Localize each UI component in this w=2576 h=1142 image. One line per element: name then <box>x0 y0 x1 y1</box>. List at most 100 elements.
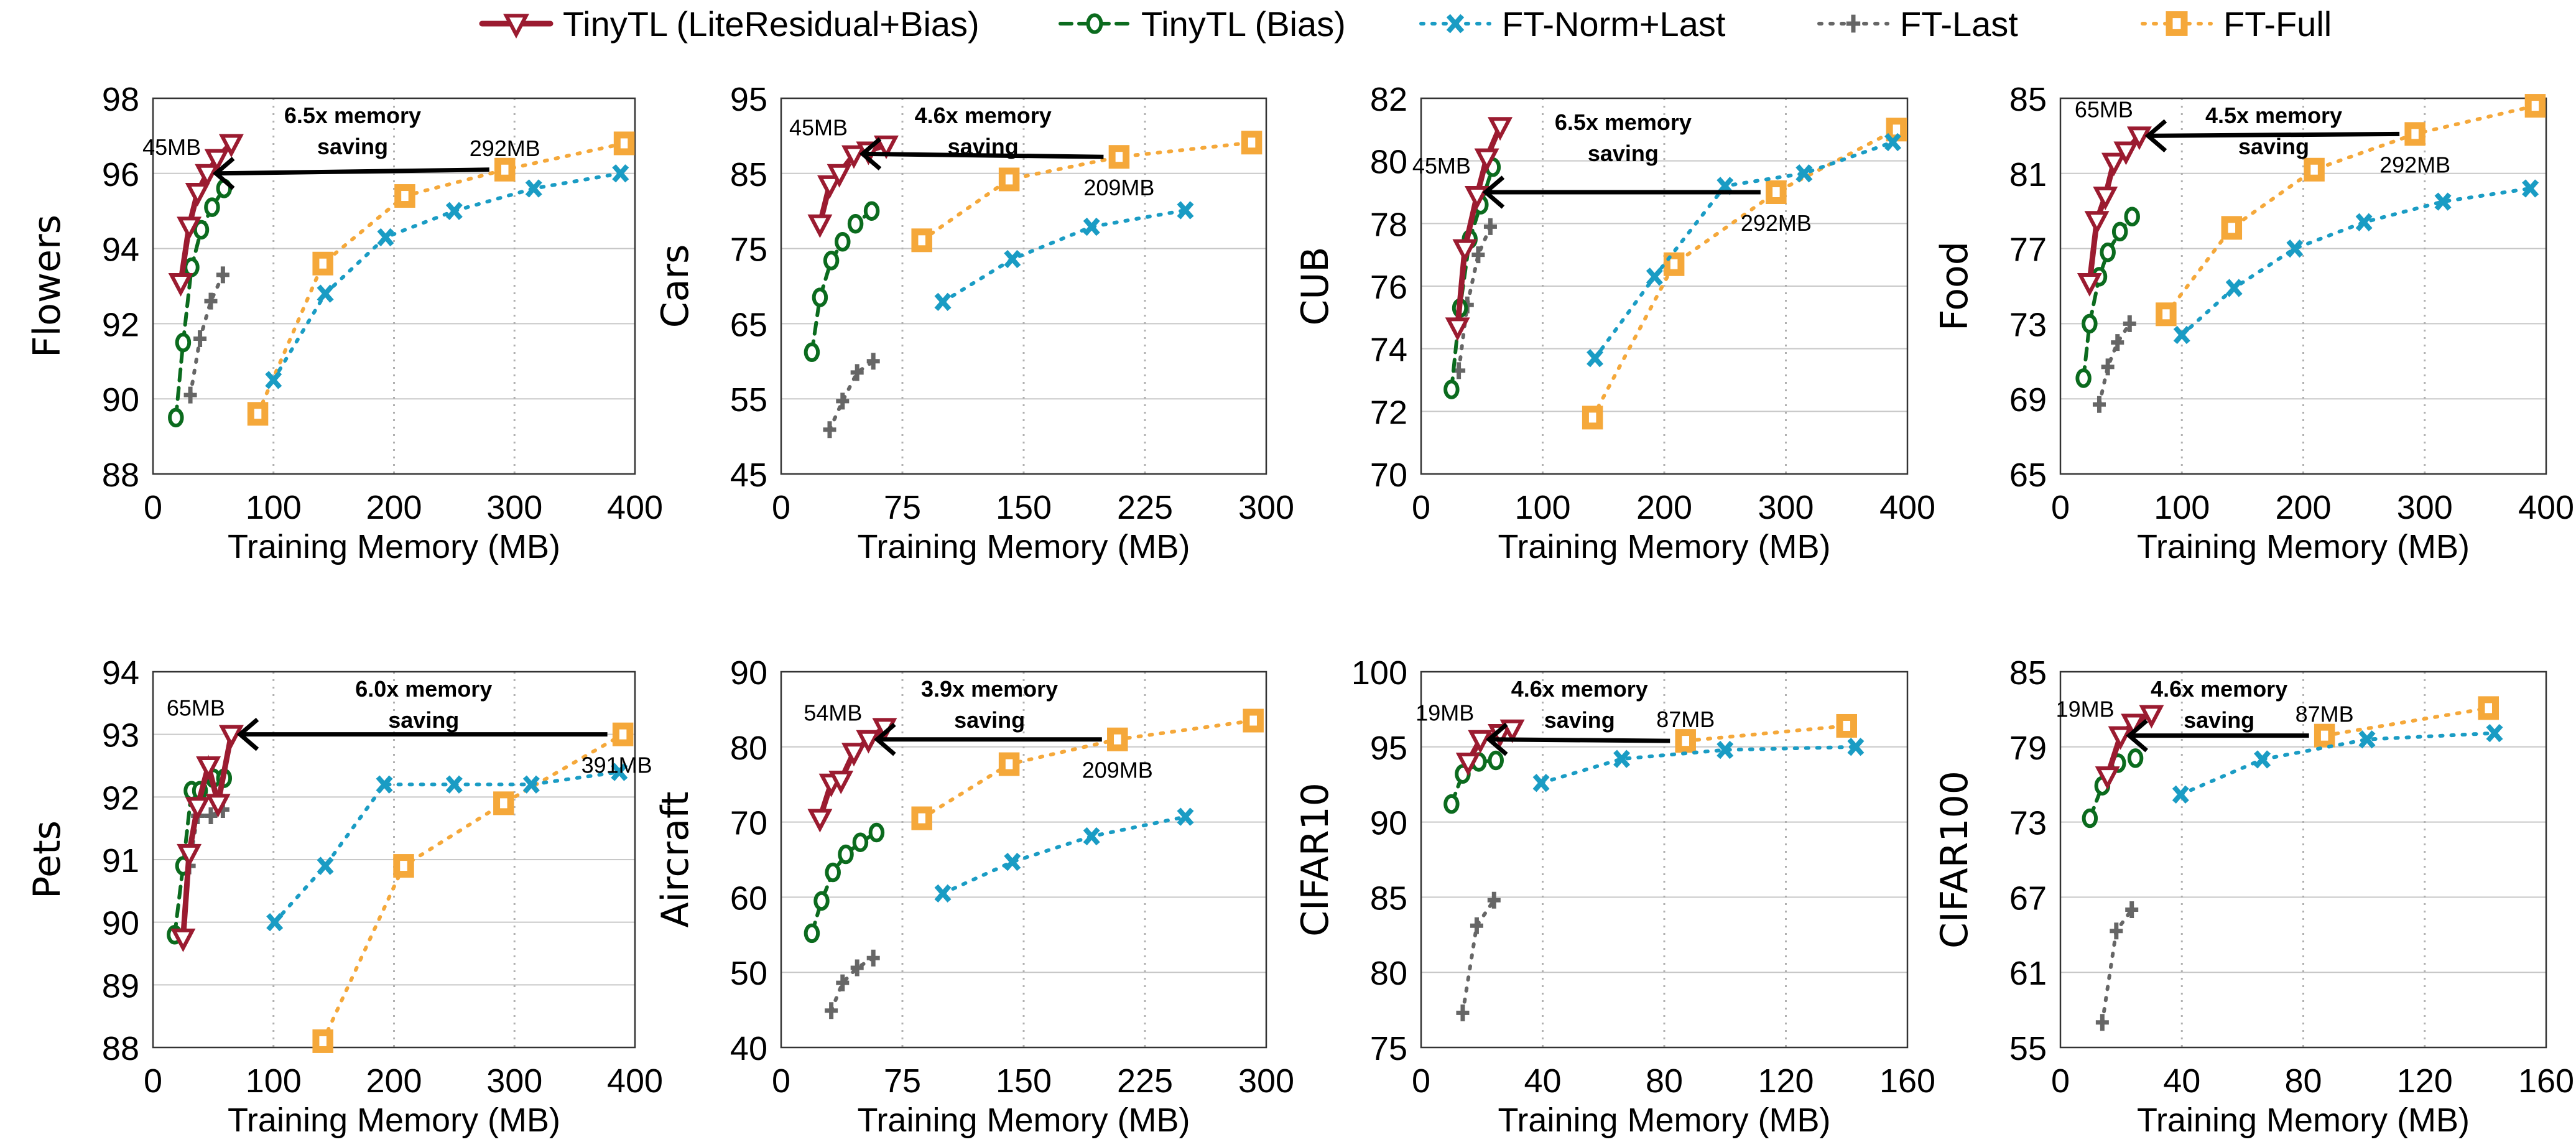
y-tick-label: 98 <box>102 81 139 118</box>
x-tick-label: 400 <box>1879 489 1935 526</box>
y-tick-label: 85 <box>2009 81 2047 118</box>
circle-marker <box>2124 207 2140 227</box>
small-memory-label: 65MB <box>2075 96 2133 122</box>
data-point-nl <box>376 775 393 794</box>
y-tick-label: 73 <box>2009 805 2047 842</box>
saving-text: saving <box>317 134 388 159</box>
plot-frame <box>152 97 636 475</box>
square-icon <box>2166 11 2188 36</box>
y-tick-label: 75 <box>1370 1030 1407 1067</box>
plus-marker <box>1456 1004 1470 1021</box>
legend-label: TinyTL (LiteResidual+Bias) <box>563 4 980 44</box>
data-point-lrb <box>807 809 833 833</box>
plus-marker <box>1470 917 1483 934</box>
data-point-lrb <box>2113 141 2139 165</box>
circle-marker <box>804 923 820 944</box>
y-tick-label: 55 <box>2009 1030 2047 1067</box>
data-point-lrb <box>1468 730 1493 754</box>
arrow-shaft <box>216 167 489 176</box>
plus-marker <box>2111 334 2124 351</box>
data-point-bias <box>1488 750 1504 771</box>
triangle-marker <box>170 928 196 952</box>
triangle-marker <box>205 794 231 818</box>
series-nl <box>934 201 1194 312</box>
series-lrb <box>807 718 897 833</box>
series-bias <box>168 179 233 428</box>
saving-text: 6.5x memory <box>284 103 421 128</box>
square-marker <box>612 722 634 746</box>
data-point-bias <box>852 832 869 852</box>
x-marker <box>2225 279 2243 297</box>
triangle-marker <box>1452 239 1478 263</box>
saving-text: 4.6x memory <box>2151 676 2287 702</box>
data-point-lrb <box>2101 152 2126 177</box>
plot-frame <box>2059 671 2547 1049</box>
plus-marker <box>2101 358 2115 376</box>
data-point-nl <box>2225 279 2243 297</box>
data-point-lrb <box>195 164 220 188</box>
series-bias <box>804 822 885 944</box>
series-line-nl <box>2179 731 2497 797</box>
circle-marker <box>2082 313 2098 334</box>
data-point-bias <box>204 197 220 217</box>
y-tick-label: 95 <box>730 81 767 118</box>
series-full <box>2156 94 2546 327</box>
small-memory-label: 19MB <box>2056 697 2115 722</box>
memory-saving-annotation: 3.9x memory saving 54MB 209MB <box>804 676 1152 783</box>
triangle-down-icon <box>503 14 529 39</box>
y-tick-label: 79 <box>2009 730 2047 767</box>
data-point-last <box>2110 922 2123 940</box>
y-tick-label: 40 <box>730 1030 767 1067</box>
plot-frame <box>1420 671 1909 1049</box>
data-point-lrb <box>841 743 866 767</box>
y-tick-label: 73 <box>2009 306 2047 343</box>
x-marker <box>1083 217 1100 236</box>
y-tick-label: 100 <box>1351 654 1407 692</box>
circle-marker <box>1488 750 1504 771</box>
x-tick-label: 0 <box>772 489 790 526</box>
x-tick-label: 80 <box>2284 1062 2322 1100</box>
plus-marker <box>1487 891 1501 909</box>
square-marker <box>2221 216 2243 240</box>
data-point-nl <box>611 763 628 781</box>
x-tick-label: 300 <box>486 489 542 526</box>
x-marker <box>2286 239 2304 258</box>
triangle-marker <box>2084 211 2110 235</box>
plus-marker <box>204 292 218 310</box>
x-marker <box>2486 724 2503 743</box>
x-marker <box>2355 213 2373 231</box>
x-axis-label: Training Memory (MB) <box>857 528 1190 565</box>
circle-marker <box>2127 748 2144 768</box>
data-point-nl <box>934 884 952 903</box>
series-line-last <box>829 956 876 1013</box>
triangle-marker <box>1455 752 1481 776</box>
series-line-nl <box>941 815 1187 896</box>
series-full <box>1675 713 1857 753</box>
series-lrb <box>168 134 244 297</box>
data-point-last <box>866 353 880 370</box>
circle-marker <box>2082 808 2098 829</box>
data-point-last <box>193 330 207 348</box>
x-tick-label: 0 <box>1412 1062 1430 1100</box>
data-point-full <box>2478 696 2500 720</box>
data-point-lrb <box>2084 211 2110 235</box>
x-tick-label: 400 <box>607 1062 663 1100</box>
plus-marker <box>204 807 218 825</box>
saving-text: saving <box>2238 134 2309 159</box>
data-point-nl <box>265 371 282 389</box>
data-point-full <box>247 402 269 426</box>
data-point-last <box>204 292 218 310</box>
x-marker <box>1717 740 1734 759</box>
series-full <box>312 722 634 1053</box>
x-tick-label: 160 <box>2518 1062 2574 1100</box>
small-memory-label: 45MB <box>1412 153 1471 179</box>
x-tick-label: 0 <box>2051 1062 2070 1100</box>
square-marker <box>2166 11 2188 36</box>
data-point-lrb <box>1445 317 1470 341</box>
data-point-bias <box>2124 207 2140 227</box>
triangle-marker <box>2095 766 2120 791</box>
data-point-full <box>2221 216 2243 240</box>
x-tick-label: 300 <box>1238 489 1294 526</box>
x-marker <box>2358 730 2376 749</box>
y-tick-label: 88 <box>102 457 139 494</box>
